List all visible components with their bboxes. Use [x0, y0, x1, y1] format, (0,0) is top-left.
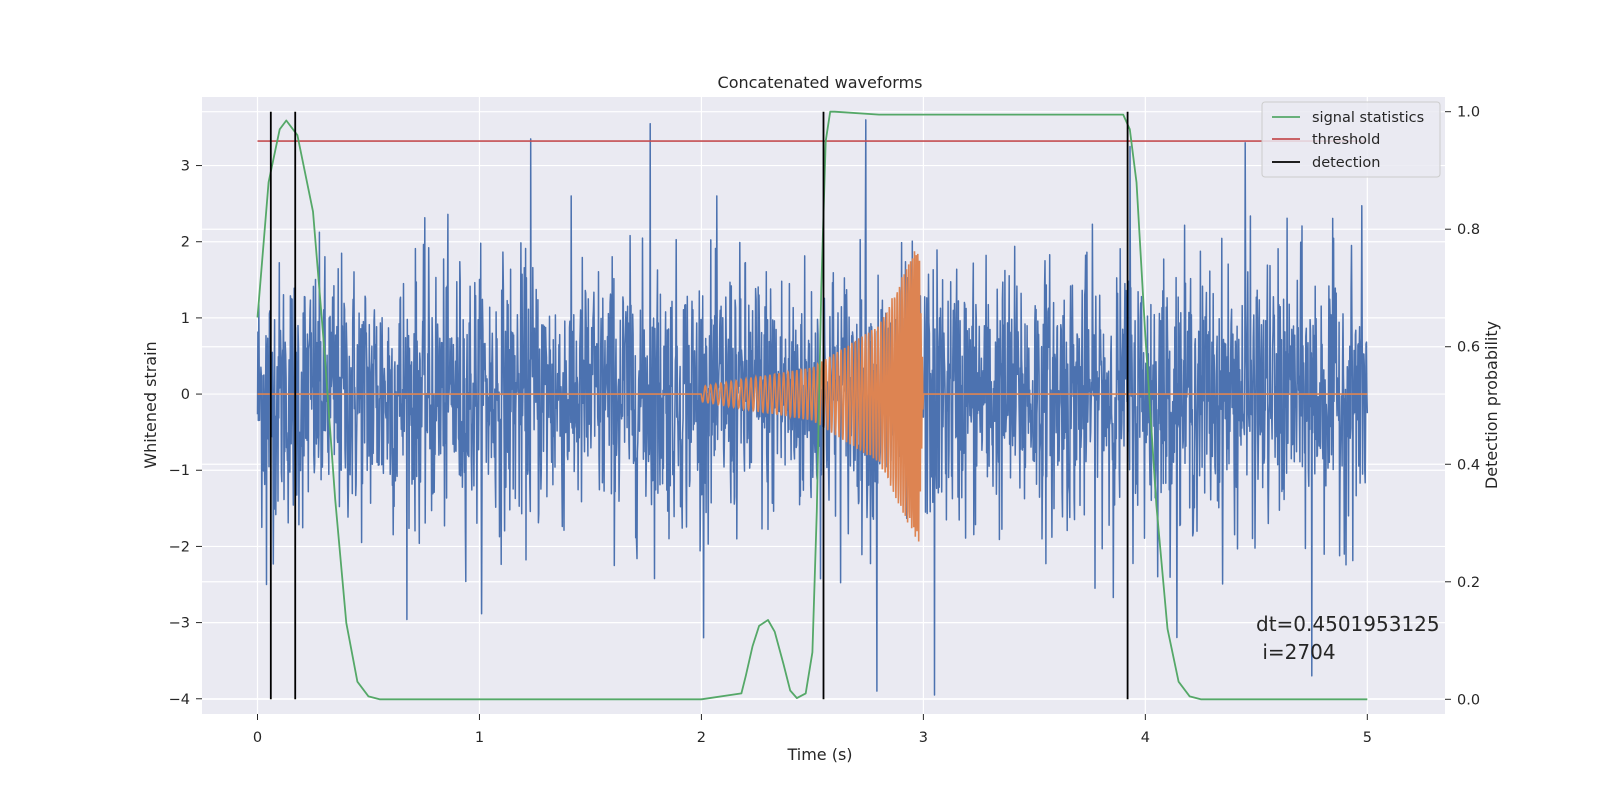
signal-statistics-line [256, 110, 1368, 701]
legend-label-detection: detection [1312, 155, 1380, 171]
y-right-tick-label: 0.0 [1457, 692, 1480, 708]
legend-label-threshold: threshold [1312, 132, 1380, 148]
y-right-tick-label: 0.2 [1457, 575, 1480, 591]
y-right-tick-label: 0.6 [1457, 340, 1480, 356]
x-tick-label: 2 [697, 730, 706, 746]
x-tick-label: 5 [1363, 730, 1372, 746]
y-left-tick-label: 0 [181, 387, 190, 403]
annotation-dt: dt=0.4501953125 [1256, 612, 1440, 636]
y-right-tick-label: 0.8 [1457, 222, 1480, 238]
y-left-tick-label: −2 [169, 539, 190, 555]
x-tick-label: 1 [475, 730, 484, 746]
legend-box [1261, 101, 1441, 178]
legend: signal statistics threshold detection [1261, 101, 1441, 178]
chirp-line [257, 251, 1368, 542]
x-tick-label: 4 [1141, 730, 1150, 746]
y-left-tick-label: −3 [169, 616, 190, 632]
chart-title: Concatenated waveforms [718, 73, 923, 92]
x-tick-label: 0 [253, 730, 262, 746]
y-left-tick-label: −4 [169, 692, 190, 708]
annotation-i: i=2704 [1256, 640, 1336, 664]
y-axis-label-left: Whitened strain [141, 341, 160, 468]
x-axis-label: Time (s) [786, 745, 852, 764]
y-left-tick-label: 1 [181, 311, 190, 327]
y-right-tick-label: 0.4 [1457, 457, 1480, 473]
y-right-tick-label: 1.0 [1457, 105, 1480, 121]
y-left-tick-label: 2 [181, 235, 190, 251]
x-tick-label: 3 [919, 730, 928, 746]
signal-statistics-series [256, 110, 1368, 701]
y-left-tick-label: −1 [169, 463, 190, 479]
legend-label-signal-statistics: signal statistics [1312, 110, 1424, 126]
axis-ticks: 0 1 2 3 4 5 −4 −3 −2 −1 0 1 2 3 0.0 0.2 0.4 0.6 0.8 1.0 [169, 105, 1480, 746]
y-left-tick-label: 3 [181, 159, 190, 175]
detection-series [269, 111, 1129, 700]
chirp-series [257, 251, 1368, 542]
y-axis-label-right: Detection probability [1482, 321, 1501, 489]
